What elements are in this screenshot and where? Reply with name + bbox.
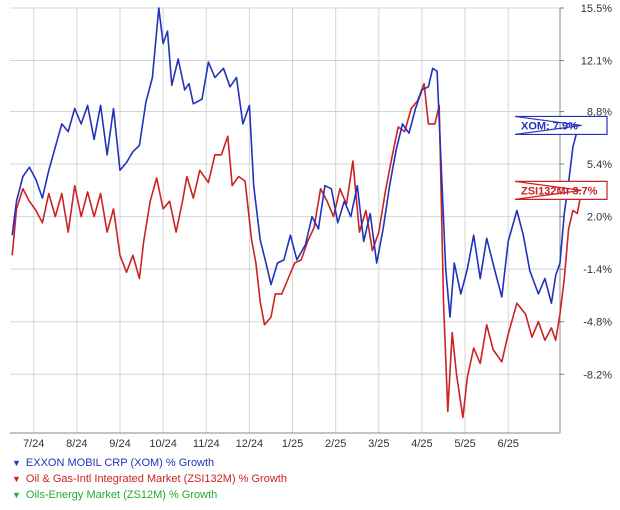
x-tick-label: 8/24 [66,438,87,450]
legend-item: ▼ Oil & Gas-Intl Integrated Market (ZSI13… [12,471,612,487]
x-tick-label: 1/25 [282,438,303,450]
series-line-0 [11,7,583,318]
x-tick-label: 6/25 [498,438,519,450]
legend-item: ▼ Oils-Energy Market (ZS12M) % Growth [12,487,612,503]
y-tick-label: 12.1% [581,56,612,68]
axes: 15.5% 12.1% 8.8% 5.4% 2.0% -1.4% -4.8% -8.2% 7/2… [10,3,612,450]
y-tick-label: 2.0% [587,212,612,224]
x-tick-label: 4/25 [411,438,432,450]
x-tick-label: 11/24 [193,438,220,450]
end-labels: XOM: 7.9% ZSI132M: 3.7% [514,115,608,200]
legend-label: EXXON MOBIL CRP (XOM) % Growth [25,457,215,469]
legend-marker-icon: ▼ [12,474,21,484]
x-tick-label: 10/24 [149,438,177,450]
end-label-box-0 [514,115,608,136]
end-label-1: ZSI132M: 3.7% [521,185,598,197]
x-tick-label: 9/24 [109,438,130,450]
x-tick-label: 5/25 [454,438,475,450]
end-label-0: XOM: 7.9% [521,120,578,132]
legend-label: Oils-Energy Market (ZS12M) % Growth [25,489,218,501]
legend-marker-icon: ▼ [12,458,21,468]
legend-marker-icon: ▼ [12,490,21,500]
y-tick-label: -1.4% [583,264,612,276]
y-tick-label: -8.2% [583,369,612,381]
series-line-1 [11,82,583,419]
grid [10,7,560,433]
series [11,7,583,419]
end-label-box-1 [514,180,608,200]
x-tick-label: 2/25 [325,438,346,450]
y-tick-label: -4.8% [583,317,612,329]
legend-item: ▼ EXXON MOBIL CRP (XOM) % Growth [12,455,612,471]
y-tick-label: 15.5% [581,3,612,15]
y-tick-label: 8.8% [587,107,612,119]
legend-label: Oil & Gas-Intl Integrated Market (ZSI132… [25,473,287,485]
x-tick-label: 12/24 [236,438,264,450]
x-tick-label: 7/24 [23,438,44,450]
legend: ▼ EXXON MOBIL CRP (XOM) % Growth ▼ Oil & Ga… [12,455,612,503]
y-tick-label: 5.4% [587,159,612,171]
x-tick-label: 3/25 [368,438,389,450]
